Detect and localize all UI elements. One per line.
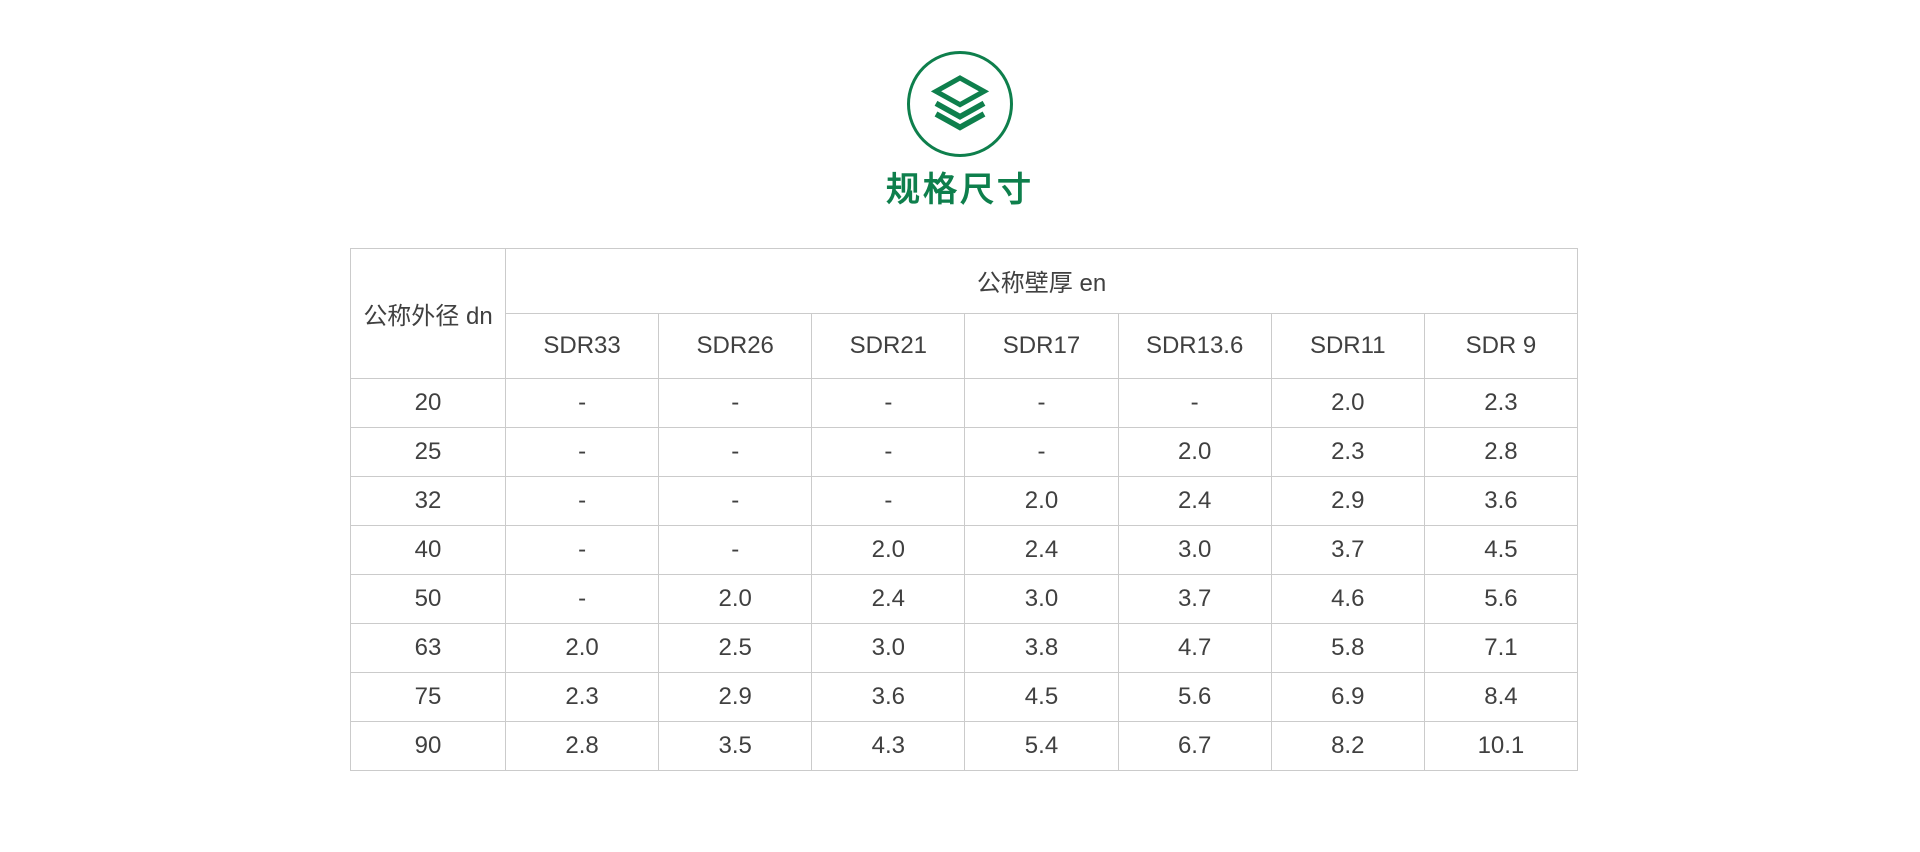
- en-value-cell: 2.0: [504, 622, 660, 673]
- en-value-cell: 5.6: [1423, 573, 1579, 624]
- en-value-cell: -: [504, 524, 660, 575]
- column-header-sdr33: SDR33: [504, 312, 660, 379]
- icon-circle: [907, 51, 1013, 157]
- en-value-cell: 2.3: [504, 671, 660, 722]
- en-value-cell: 3.5: [658, 720, 813, 771]
- en-value-cell: 2.5: [658, 622, 813, 673]
- en-value-cell: -: [811, 426, 966, 477]
- en-value-cell: -: [504, 475, 660, 526]
- en-value-cell: 2.3: [1270, 426, 1425, 477]
- dn-cell: 40: [350, 524, 506, 575]
- en-value-cell: 3.6: [1423, 475, 1579, 526]
- en-value-cell: 6.7: [1117, 720, 1272, 771]
- table-row: 40- -2.0 2.4 3.0 3.7 4.5: [350, 524, 1579, 575]
- en-value-cell: 3.7: [1270, 524, 1425, 575]
- en-value-cell: 4.5: [1423, 524, 1579, 575]
- column-header-sdr11: SDR11: [1270, 312, 1425, 379]
- section-title: 规格尺寸: [886, 171, 1034, 209]
- en-value-cell: -: [504, 426, 660, 477]
- column-header-row: SDR33 SDR26 SDR21 SDR17 SDR13.6 SDR11 SDR 9: [351, 312, 1579, 379]
- en-value-cell: 3.7: [1117, 573, 1272, 624]
- en-value-cell: -: [504, 573, 660, 624]
- en-value-cell: -: [658, 524, 813, 575]
- en-value-cell: 2.9: [658, 671, 813, 722]
- table-row: 75 2.3 2.9 3.6 4.5 5.6 6.9 8.4: [350, 671, 1579, 722]
- table-row: 50-2.0 2.4 3.0 3.7 4.6 5.6: [350, 573, 1579, 624]
- dn-cell: 50: [350, 573, 506, 624]
- dn-cell: 20: [350, 377, 506, 428]
- en-value-cell: -: [658, 377, 813, 428]
- table-row: 90 2.8 3.5 4.3 5.4 6.7 8.2 10.1: [350, 720, 1579, 771]
- column-header-sdr21: SDR21: [811, 312, 966, 379]
- table-row: 63 2.0 2.5 3.0 3.8 4.7 5.8 7.1: [350, 622, 1579, 673]
- en-value-cell: 8.2: [1270, 720, 1425, 771]
- en-value-cell: 3.0: [964, 573, 1119, 624]
- en-value-cell: 2.8: [504, 720, 660, 771]
- dn-cell: 63: [350, 622, 506, 673]
- en-value-cell: -: [964, 426, 1119, 477]
- en-value-cell: 2.4: [1117, 475, 1272, 526]
- en-value-cell: -: [1117, 377, 1272, 428]
- dn-cell: 75: [350, 671, 506, 722]
- en-value-cell: 2.0: [964, 475, 1119, 526]
- dn-cell: 32: [350, 475, 506, 526]
- dn-cell: 25: [350, 426, 506, 477]
- en-value-cell: -: [658, 426, 813, 477]
- en-value-cell: 6.9: [1270, 671, 1425, 722]
- en-value-cell: 10.1: [1423, 720, 1579, 771]
- table-body: 20- - - - -2.0 2.3 25- - - -2.0 2.3 2.8 32- - -2.0 2.4 2…: [350, 377, 1579, 771]
- en-value-cell: -: [658, 475, 813, 526]
- column-header-sdr26: SDR26: [658, 312, 813, 379]
- section-header: 规格尺寸: [0, 0, 1920, 211]
- spec-table: 公称外径 dn 公称壁厚 en SDR33 SDR26 SDR21 SDR17 SDR1…: [350, 247, 1579, 771]
- en-value-cell: 4.6: [1270, 573, 1425, 624]
- group-header: 公称壁厚 en: [505, 247, 1578, 314]
- en-value-cell: 7.1: [1423, 622, 1579, 673]
- table-row: 20- - - - -2.0 2.3: [350, 377, 1579, 428]
- layers-icon: [928, 72, 992, 136]
- en-value-cell: 2.3: [1423, 377, 1579, 428]
- group-header-row: 公称外径 dn 公称壁厚 en: [350, 247, 1578, 379]
- en-value-cell: 8.4: [1423, 671, 1579, 722]
- column-header-sdr13.6: SDR13.6: [1117, 312, 1272, 379]
- dn-cell: 90: [350, 720, 506, 771]
- en-value-cell: -: [811, 377, 966, 428]
- en-value-cell: 3.6: [811, 671, 966, 722]
- en-value-cell: 2.0: [1117, 426, 1272, 477]
- en-value-cell: 3.8: [964, 622, 1119, 673]
- en-value-cell: 2.9: [1270, 475, 1425, 526]
- en-value-cell: 2.4: [811, 573, 966, 624]
- corner-header: 公称外径 dn: [350, 247, 506, 379]
- en-value-cell: 2.0: [658, 573, 813, 624]
- en-value-cell: 5.6: [1117, 671, 1272, 722]
- en-value-cell: 4.7: [1117, 622, 1272, 673]
- en-value-cell: -: [504, 377, 660, 428]
- column-header-sdr17: SDR17: [964, 312, 1119, 379]
- en-value-cell: 4.3: [811, 720, 966, 771]
- spec-section: 规格尺寸 公称外径 dn 公称壁厚 en SDR33 SDR26 SDR21 SDR1…: [0, 0, 1920, 771]
- en-value-cell: 5.4: [964, 720, 1119, 771]
- en-value-cell: 2.0: [811, 524, 966, 575]
- en-value-cell: 5.8: [1270, 622, 1425, 673]
- table-row: 25- - - -2.0 2.3 2.8: [350, 426, 1579, 477]
- en-value-cell: 2.4: [964, 524, 1119, 575]
- table-row: 32- - -2.0 2.4 2.9 3.6: [350, 475, 1579, 526]
- en-value-cell: 2.8: [1423, 426, 1579, 477]
- en-value-cell: -: [964, 377, 1119, 428]
- en-value-cell: 3.0: [811, 622, 966, 673]
- en-value-cell: 2.0: [1270, 377, 1425, 428]
- column-header-sdr9: SDR 9: [1423, 312, 1579, 379]
- en-value-cell: 3.0: [1117, 524, 1272, 575]
- en-value-cell: -: [811, 475, 966, 526]
- en-value-cell: 4.5: [964, 671, 1119, 722]
